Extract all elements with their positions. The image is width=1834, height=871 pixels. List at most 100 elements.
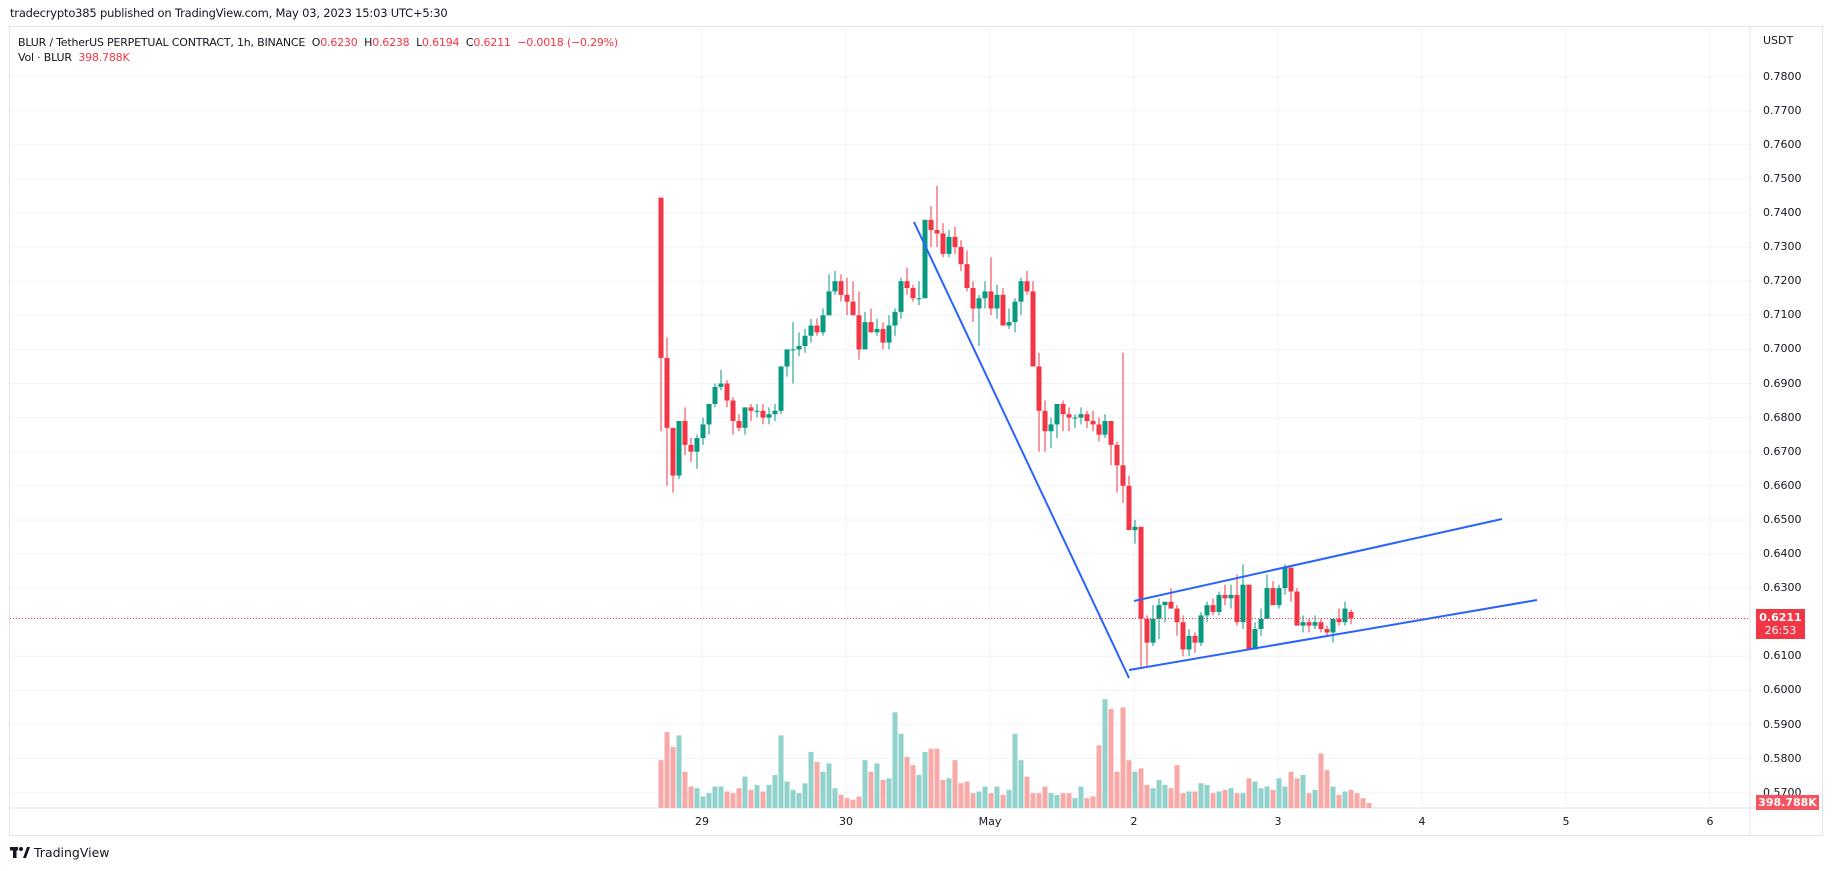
volume-bar [1252, 781, 1258, 808]
candle-up [862, 322, 868, 350]
candle-up [742, 407, 748, 428]
candle-up [994, 294, 1000, 309]
trendline-down[interactable] [913, 221, 1130, 679]
volume-bar [1018, 760, 1024, 808]
volume-bar [754, 784, 760, 808]
candle-down [1222, 594, 1228, 599]
volume-bar [970, 793, 976, 808]
time-tick-label: 30 [839, 815, 853, 828]
volume-bar [994, 786, 1000, 808]
price-tick-label: 0.6900 [1763, 376, 1802, 390]
volume-bar [1324, 770, 1330, 808]
volume-bar [1090, 796, 1096, 808]
candle-down [868, 322, 874, 333]
channel-upper-line[interactable] [1133, 518, 1503, 602]
volume-bar [694, 788, 700, 808]
candle-down [760, 410, 766, 418]
candle-up [1162, 601, 1168, 606]
symbol-title[interactable]: BLUR / TetherUS PERPETUAL CONTRACT, 1h, … [18, 36, 306, 49]
candle-up [778, 366, 784, 411]
volume-bar [784, 781, 790, 808]
time-tick-label: 5 [1562, 815, 1570, 828]
candle-up [1240, 584, 1246, 623]
volume-bar [934, 748, 940, 808]
volume-bar [1012, 733, 1018, 808]
volume-bar [670, 746, 676, 808]
volume-bar [1348, 789, 1354, 808]
candle-up [886, 325, 892, 343]
volume-bar [1258, 788, 1264, 808]
candle-down [958, 247, 964, 265]
candle-down [670, 427, 676, 476]
channel-lower-line[interactable] [1128, 599, 1538, 671]
volume-bar [910, 765, 916, 808]
candle-up [874, 328, 880, 333]
candle-up [1186, 635, 1192, 650]
volume-bar [664, 732, 670, 808]
volume-bar [892, 712, 898, 808]
candle-down [1168, 601, 1174, 609]
volume-bar [658, 760, 664, 808]
volume-bar [1192, 791, 1198, 808]
volume-bar [886, 778, 892, 808]
candle-down [1270, 588, 1276, 606]
volume-bar [1174, 765, 1180, 808]
price-tick-label: 0.6800 [1763, 410, 1802, 424]
volume-bar [844, 798, 850, 808]
candle-up [1018, 281, 1024, 302]
candle-up [1156, 605, 1162, 619]
candle-down [1246, 584, 1252, 650]
tradingview-logo[interactable]: TradingView [10, 845, 110, 860]
price-tick-label: 0.6400 [1763, 547, 1802, 560]
volume-bar [832, 788, 838, 808]
volume-bar [940, 779, 946, 808]
volume-bar [1102, 699, 1108, 808]
candle-up [1312, 622, 1318, 626]
volume-bar [1306, 793, 1312, 808]
time-tick-label: May [978, 815, 1002, 828]
candle-down [688, 444, 694, 452]
volume-bar [1126, 760, 1132, 808]
volume-bar [796, 793, 802, 808]
volume-bar [742, 776, 748, 808]
candle-up [820, 315, 826, 333]
candle-down [1138, 526, 1144, 619]
volume-bar [778, 735, 784, 808]
volume-bar [1222, 789, 1228, 808]
time-tick-label: 2 [1130, 815, 1138, 828]
candle-down [1066, 414, 1072, 418]
candle-up [1216, 594, 1222, 612]
candle-up [892, 311, 898, 326]
volume-bar [1066, 793, 1072, 808]
price-tick-label: 0.7800 [1763, 69, 1802, 83]
candle-down [934, 230, 940, 234]
candle-up [784, 349, 790, 367]
candle-up [1078, 414, 1084, 418]
candle-down [856, 315, 862, 350]
price-tick-label: 0.6600 [1763, 478, 1802, 492]
candle-up [754, 410, 760, 412]
candle-down [1174, 608, 1180, 623]
price-tick-label: 0.7000 [1763, 342, 1802, 356]
candle-up [982, 291, 988, 299]
candle-up [1282, 567, 1288, 589]
price-tick-label: 0.7600 [1763, 137, 1802, 151]
publisher-line: tradecrypto385 published on TradingView.… [10, 6, 448, 20]
candle-down [1090, 421, 1096, 425]
candle-down [724, 383, 730, 401]
time-tick-label: 6 [1706, 815, 1714, 828]
open-value: 0.6230 [320, 36, 358, 49]
volume-bar [946, 778, 952, 808]
volume-bar [1294, 778, 1300, 808]
volume-bar [1000, 794, 1006, 808]
volume-bar [838, 794, 844, 808]
candle-down [844, 294, 850, 302]
candle-up [1204, 605, 1210, 616]
candle-up [1258, 618, 1264, 630]
volume-bar [1114, 771, 1120, 808]
candle-up [916, 298, 922, 300]
volume-bar [700, 796, 706, 808]
volume-bar [988, 793, 994, 808]
volume-label[interactable]: Vol · BLUR [18, 51, 72, 64]
